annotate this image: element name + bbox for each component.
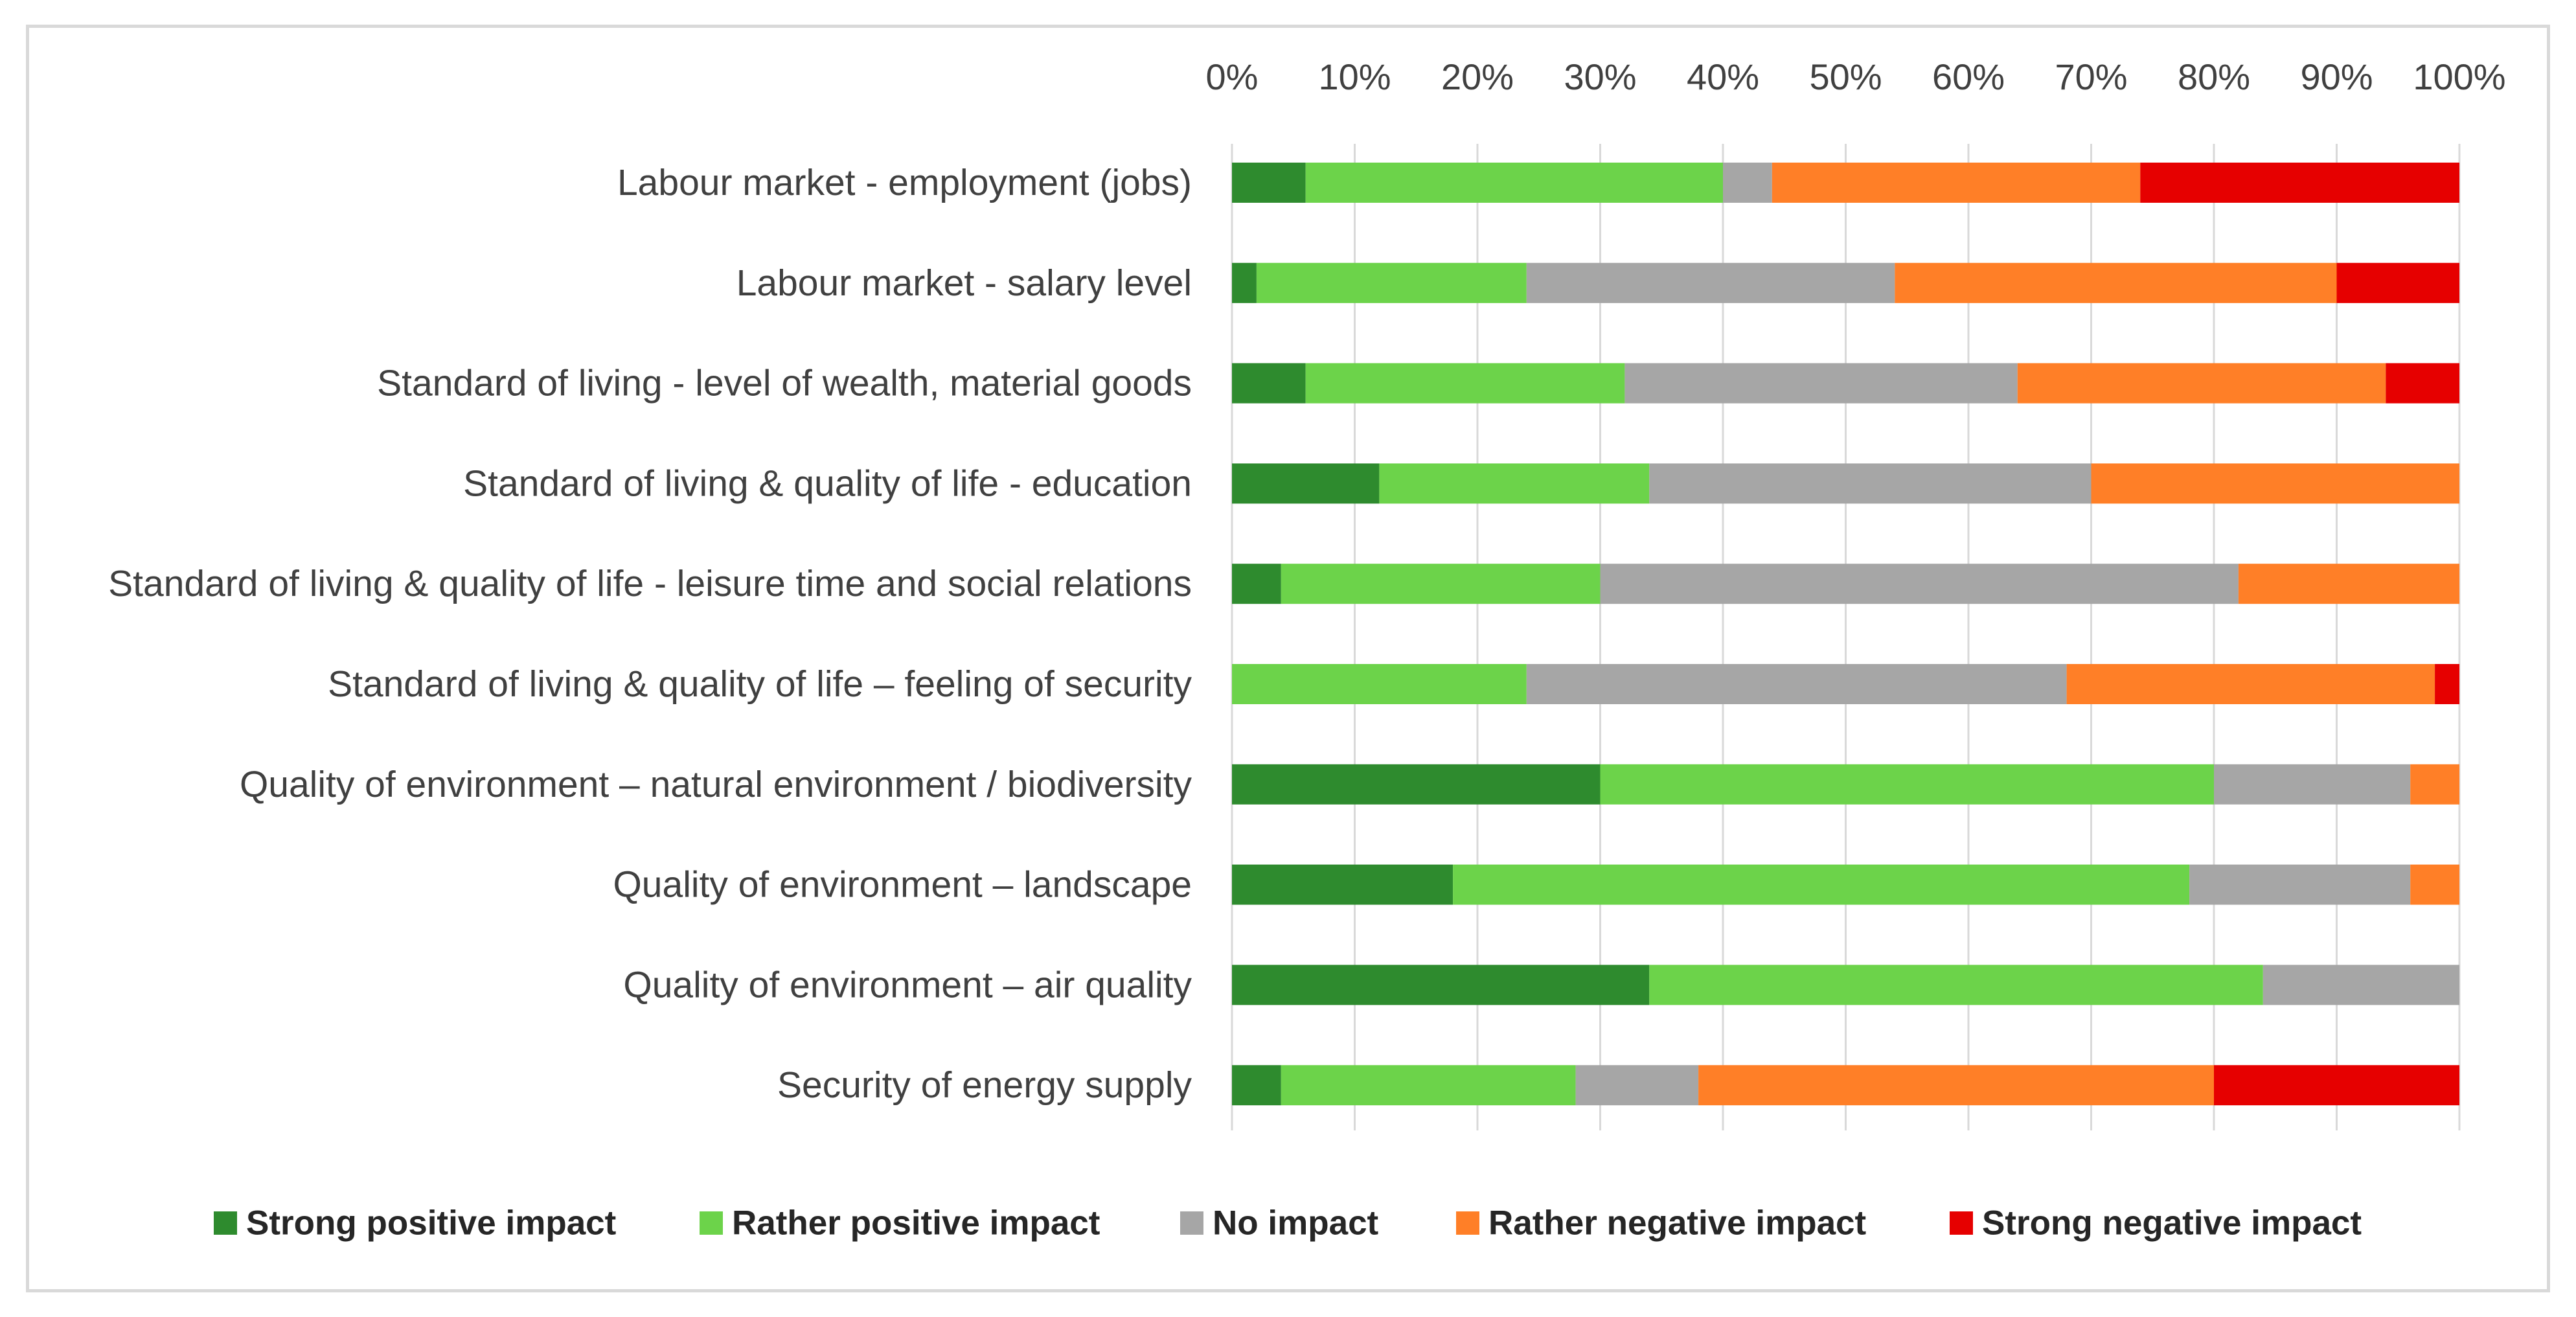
bar-segment — [1624, 363, 2018, 404]
category-label: Standard of living & quality of life – f… — [328, 663, 1192, 705]
bar-segment — [1232, 1065, 1281, 1106]
category-label: Labour market - salary level — [736, 262, 1192, 304]
legend-label: Rather negative impact — [1488, 1204, 1866, 1243]
x-tick-label: 100% — [2413, 56, 2505, 97]
category-label: Standard of living - level of wealth, ma… — [377, 363, 1192, 404]
x-tick-label: 0% — [1206, 56, 1259, 97]
bar-segment — [2214, 1065, 2459, 1106]
bar-segment — [1649, 965, 2263, 1005]
x-tick-label: 50% — [1809, 56, 1882, 97]
bar-segment — [2263, 965, 2459, 1005]
bar-segment — [2214, 764, 2411, 805]
bar-segment — [1526, 664, 2067, 704]
category-label: Quality of environment – natural environ… — [240, 764, 1192, 805]
legend-swatch — [1950, 1211, 1973, 1235]
bar-segment — [1232, 163, 1306, 203]
bar-segment — [2410, 864, 2459, 905]
bar-segment — [1232, 664, 1527, 704]
x-tick-label: 40% — [1687, 56, 1759, 97]
bar-segment — [2238, 564, 2459, 604]
legend-swatch — [1456, 1211, 1479, 1235]
bar-segment — [1379, 463, 1650, 504]
bar-segment — [1232, 564, 1281, 604]
bar-segment — [1232, 262, 1257, 303]
bar-segment — [1649, 463, 2092, 504]
category-label: Quality of environment – landscape — [613, 864, 1192, 906]
bar-segment — [1256, 262, 1527, 303]
legend-label: Strong positive impact — [246, 1204, 616, 1243]
bar-segment — [2066, 664, 2435, 704]
legend-swatch — [214, 1211, 237, 1235]
bar-segment — [1232, 764, 1601, 805]
x-tick-label: 20% — [1441, 56, 1514, 97]
x-axis-tick-labels: 0% 10% 20% 30% 40% 50% 60% 70% 80% 90% 100% — [1206, 56, 2506, 97]
x-tick-label: 60% — [1932, 56, 2005, 97]
legend: Strong positive impact Rather positive im… — [214, 1204, 2362, 1243]
bar-segment — [2435, 664, 2459, 704]
bar-segment — [1575, 1065, 1699, 1106]
legend-label: Rather positive impact — [732, 1204, 1100, 1243]
bar-segment — [1232, 363, 1306, 404]
bar-segment — [1305, 163, 1723, 203]
category-label: Security of energy supply — [777, 1064, 1192, 1106]
bar-segment — [1305, 363, 1625, 404]
bar-segment — [1453, 864, 2190, 905]
bar-segment — [2410, 764, 2459, 805]
category-label: Standard of living & quality of life - e… — [463, 463, 1192, 504]
bar-segment — [1723, 163, 1772, 203]
category-label: Quality of environment – air quality — [623, 964, 1192, 1005]
bar-segment — [1281, 1065, 1576, 1106]
bar-segment — [2336, 262, 2459, 303]
category-label: Standard of living & quality of life - l… — [108, 563, 1192, 604]
category-labels: Labour market - employment (jobs) Labour … — [108, 162, 1192, 1106]
legend-label: No impact — [1213, 1204, 1378, 1243]
bar-segment — [2386, 363, 2459, 404]
legend-swatch — [1180, 1211, 1203, 1235]
x-tick-label: 70% — [2055, 56, 2127, 97]
bar-segment — [1232, 864, 1453, 905]
bar-segment — [1232, 463, 1380, 504]
bar-segment — [1526, 262, 1895, 303]
legend-label: Strong negative impact — [1982, 1204, 2362, 1243]
bar-segment — [1895, 262, 2337, 303]
category-label: Labour market - employment (jobs) — [617, 162, 1192, 203]
bar-segment — [2091, 463, 2459, 504]
legend-swatch — [700, 1211, 723, 1235]
x-tick-label: 30% — [1564, 56, 1636, 97]
bar-segment — [1698, 1065, 2214, 1106]
bar-segment — [1772, 163, 2141, 203]
bar-segment — [2140, 163, 2459, 203]
bar-segment — [1600, 564, 2239, 604]
bar-segment — [1600, 764, 2214, 805]
bars — [1232, 163, 2459, 1106]
bar-segment — [2017, 363, 2386, 404]
x-tick-label: 10% — [1318, 56, 1391, 97]
bar-segment — [2189, 864, 2411, 905]
bar-segment — [1281, 564, 1601, 604]
x-tick-label: 80% — [2178, 56, 2250, 97]
x-tick-label: 90% — [2300, 56, 2373, 97]
bar-segment — [1232, 965, 1650, 1005]
